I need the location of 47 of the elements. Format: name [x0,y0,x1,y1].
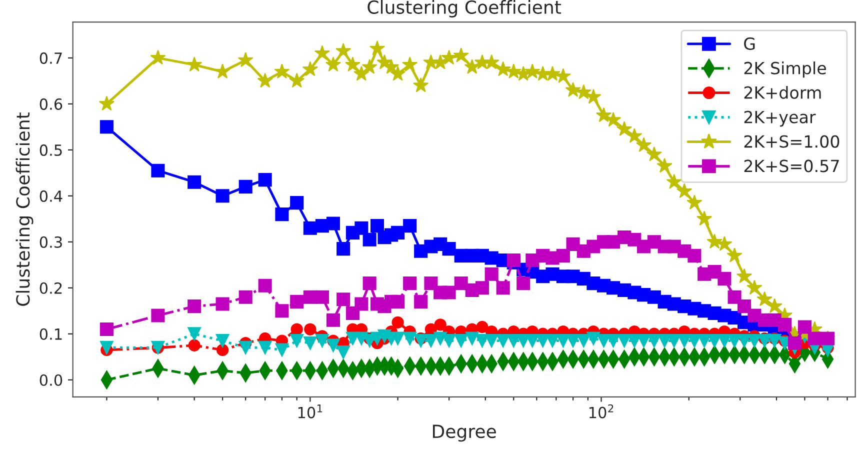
point [646,146,662,162]
point [746,280,762,295]
point [464,58,480,74]
point [636,137,652,152]
y-tick-label: 0.6 [40,98,62,110]
legend-label: 2K Simple [744,62,826,78]
y-tick-label: 0.7 [40,52,62,64]
point [626,128,642,143]
point [274,64,290,78]
point [756,291,772,306]
point [524,64,540,78]
point [766,298,782,313]
point [586,88,602,104]
point [736,268,752,284]
y-tick-label: 0.5 [40,144,62,156]
point [726,248,742,262]
point [616,121,632,136]
point [484,54,500,70]
legend-label: 2K+year [744,110,816,127]
y-tick-label: 0.4 [40,190,62,202]
point [666,174,682,189]
point [656,158,672,173]
point [686,194,702,210]
y-tick-label: 0.2 [40,282,62,294]
y-axis-title: Clustering Coefficient [16,112,34,306]
point [606,112,622,127]
y-tick-label: 0.0 [40,374,62,386]
x-tick-label: 10$^{2}$ [589,404,614,418]
point [544,66,560,81]
y-tick-label: 0.1 [40,328,62,340]
chart-title: Clustering Coefficient [368,0,562,18]
point [275,208,289,222]
y-tick-label: 0.3 [40,236,62,248]
legend-label: 2K+S=1.00 [744,135,840,148]
legend-label: 2K+S=0.57 [744,160,839,172]
point [495,61,511,76]
legend-label: G [744,37,755,50]
point [413,77,429,92]
point [696,210,712,226]
point [706,234,722,249]
point [453,47,469,62]
legend-label: 2K+dorm [744,86,821,99]
x-tick-label: 10$^{1}$ [298,404,322,418]
point [565,82,581,97]
point [596,107,612,122]
point [676,183,692,198]
x-axis-title: Degree [432,424,496,442]
